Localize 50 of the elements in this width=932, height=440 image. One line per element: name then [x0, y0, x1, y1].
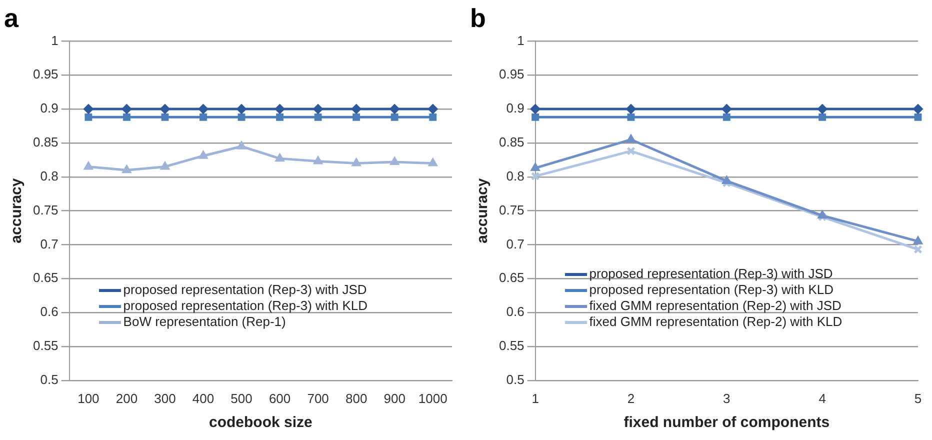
y-tick-label: 0.95 [498, 66, 524, 82]
y-tick-label: 0.6 [506, 304, 524, 320]
y-tick-label: 0.65 [498, 270, 524, 286]
y-tick-label: 0.75 [498, 202, 524, 218]
chart-title: a [4, 2, 19, 33]
x-tick-label: 800 [345, 390, 368, 406]
y-tick-label: 0.85 [498, 134, 524, 150]
legend-label: BoW representation (Rep-1) [123, 314, 286, 330]
y-tick-label: 0.5 [40, 372, 58, 387]
y-tick-label: 0.75 [32, 202, 58, 218]
x-tick-label: 4 [818, 390, 826, 406]
x-axis-title: fixed number of components [624, 414, 830, 432]
y-axis-title: accuracy [8, 178, 26, 244]
y-tick-label: 1 [51, 32, 58, 48]
y-tick-label: 0.55 [498, 338, 524, 354]
legend-label: proposed representation (Rep-3) with JSD [123, 282, 367, 298]
legend-label: fixed GMM representation (Rep-2) with JSD [589, 298, 842, 314]
y-tick-label: 0.8 [506, 168, 524, 184]
chart-title: b [470, 2, 486, 33]
x-tick-label: 900 [384, 390, 406, 406]
x-tick-label: 500 [230, 390, 252, 406]
y-tick-label: 0.85 [32, 134, 58, 150]
y-tick-label: 0.8 [40, 168, 58, 184]
x-tick-label: 200 [116, 390, 138, 406]
x-tick-label: 2 [627, 390, 635, 406]
legend-label: proposed representation (Rep-3) with JSD [589, 266, 833, 282]
y-tick-label: 0.95 [32, 66, 58, 82]
x-tick-label: 300 [154, 390, 176, 406]
legend-label: proposed representation (Rep-3) with KLD [123, 298, 368, 314]
x-tick-label: 600 [268, 390, 291, 406]
x-tick-label: 1 [532, 390, 539, 406]
y-tick-label: 0.65 [32, 270, 58, 286]
y-tick-label: 0.6 [40, 304, 58, 320]
y-tick-label: 0.9 [506, 100, 524, 116]
y-tick-label: 0.5 [506, 372, 524, 387]
y-tick-label: 1 [517, 32, 524, 48]
y-tick-label: 0.7 [506, 236, 524, 252]
x-tick-label: 100 [78, 390, 100, 406]
x-tick-label: 1000 [418, 390, 448, 406]
y-tick-label: 0.9 [40, 100, 58, 116]
y-tick-label: 0.55 [32, 338, 58, 354]
y-axis-title: accuracy [474, 178, 492, 244]
x-tick-label: 700 [307, 390, 329, 406]
x-tick-label: 3 [723, 390, 730, 406]
x-axis-title: codebook size [208, 414, 312, 432]
legend-label: proposed representation (Rep-3) with KLD [589, 282, 834, 298]
x-tick-label: 5 [914, 390, 922, 406]
x-tick-label: 400 [192, 390, 214, 406]
legend-label: fixed GMM representation (Rep-2) with KLD [589, 314, 842, 330]
y-tick-label: 0.7 [40, 236, 58, 252]
